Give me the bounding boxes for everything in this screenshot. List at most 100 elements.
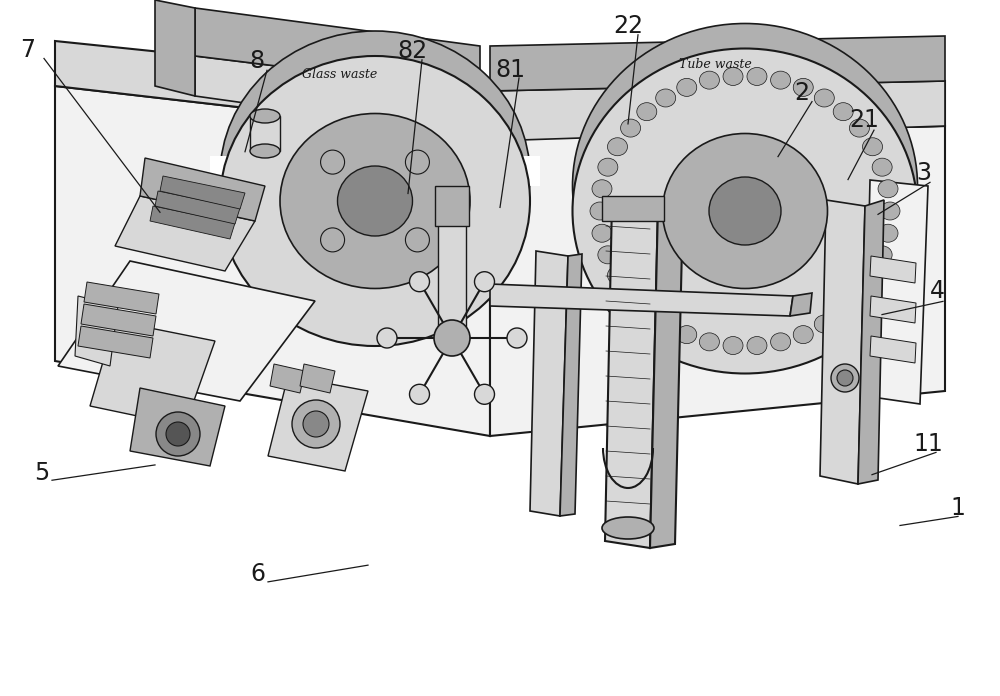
Circle shape [292, 400, 340, 448]
Polygon shape [84, 282, 159, 314]
Circle shape [434, 320, 470, 356]
Text: 8: 8 [249, 49, 265, 73]
Polygon shape [155, 191, 240, 224]
Ellipse shape [699, 333, 719, 351]
Ellipse shape [849, 285, 869, 303]
Polygon shape [560, 254, 582, 516]
Text: 1: 1 [951, 496, 965, 520]
Ellipse shape [677, 79, 697, 96]
Polygon shape [650, 204, 683, 548]
Circle shape [475, 271, 494, 292]
Bar [602, 196, 664, 221]
Circle shape [475, 384, 494, 404]
Ellipse shape [709, 177, 781, 245]
Text: Glass waste: Glass waste [302, 68, 378, 81]
Ellipse shape [872, 246, 892, 264]
Ellipse shape [771, 71, 791, 89]
Polygon shape [195, 8, 480, 91]
Ellipse shape [677, 326, 697, 344]
Ellipse shape [572, 49, 918, 374]
Circle shape [405, 150, 429, 174]
Ellipse shape [637, 103, 657, 120]
Bar [210, 156, 540, 186]
Polygon shape [870, 296, 916, 323]
Polygon shape [115, 196, 255, 271]
Ellipse shape [833, 301, 853, 319]
Polygon shape [865, 180, 928, 404]
Ellipse shape [793, 79, 813, 96]
Ellipse shape [747, 337, 767, 354]
Circle shape [410, 384, 430, 404]
Text: 7: 7 [20, 38, 36, 62]
Polygon shape [858, 200, 884, 484]
Text: 11: 11 [913, 432, 943, 456]
Circle shape [321, 228, 345, 252]
Ellipse shape [637, 301, 657, 319]
Ellipse shape [598, 246, 618, 264]
Polygon shape [160, 176, 245, 209]
Ellipse shape [833, 103, 853, 120]
Ellipse shape [849, 119, 869, 137]
Polygon shape [605, 201, 658, 548]
Polygon shape [300, 364, 335, 393]
Ellipse shape [793, 326, 813, 344]
Circle shape [377, 328, 397, 348]
Circle shape [405, 228, 429, 252]
Ellipse shape [699, 71, 719, 89]
Polygon shape [268, 376, 368, 471]
Text: 4: 4 [930, 279, 944, 303]
Ellipse shape [602, 517, 654, 539]
Text: 82: 82 [397, 39, 427, 63]
Circle shape [166, 422, 190, 446]
Ellipse shape [723, 68, 743, 86]
Bar [438, 218, 466, 338]
Ellipse shape [621, 119, 641, 137]
Ellipse shape [607, 267, 627, 284]
Ellipse shape [878, 224, 898, 242]
Polygon shape [490, 126, 945, 436]
Ellipse shape [656, 315, 676, 333]
Ellipse shape [592, 224, 612, 242]
Ellipse shape [880, 202, 900, 220]
Polygon shape [490, 36, 945, 91]
Polygon shape [530, 251, 568, 516]
Ellipse shape [338, 166, 413, 236]
Circle shape [831, 364, 859, 392]
Polygon shape [130, 388, 225, 466]
Text: Tube waste: Tube waste [679, 58, 751, 70]
Polygon shape [820, 200, 865, 484]
Circle shape [837, 370, 853, 386]
Ellipse shape [621, 285, 641, 303]
Ellipse shape [590, 202, 610, 220]
Polygon shape [870, 336, 916, 363]
Ellipse shape [863, 267, 883, 284]
Ellipse shape [656, 89, 676, 107]
Polygon shape [78, 326, 153, 358]
Ellipse shape [878, 180, 898, 198]
Ellipse shape [814, 89, 834, 107]
Ellipse shape [280, 113, 470, 289]
Polygon shape [155, 0, 195, 96]
Ellipse shape [771, 333, 791, 351]
Polygon shape [58, 261, 315, 401]
Circle shape [410, 271, 430, 292]
Ellipse shape [662, 134, 828, 289]
Polygon shape [490, 81, 945, 136]
Text: 22: 22 [613, 15, 643, 38]
Circle shape [321, 150, 345, 174]
Text: 81: 81 [495, 58, 525, 81]
Polygon shape [195, 56, 480, 136]
Polygon shape [75, 296, 118, 366]
Ellipse shape [220, 56, 530, 346]
Ellipse shape [572, 24, 918, 349]
Polygon shape [55, 86, 490, 436]
Circle shape [507, 328, 527, 348]
Polygon shape [490, 284, 793, 316]
Ellipse shape [607, 138, 627, 156]
Text: 6: 6 [250, 562, 266, 585]
Polygon shape [140, 158, 265, 221]
Polygon shape [790, 293, 812, 316]
Ellipse shape [747, 68, 767, 86]
Ellipse shape [592, 180, 612, 198]
Text: 2: 2 [794, 81, 810, 104]
